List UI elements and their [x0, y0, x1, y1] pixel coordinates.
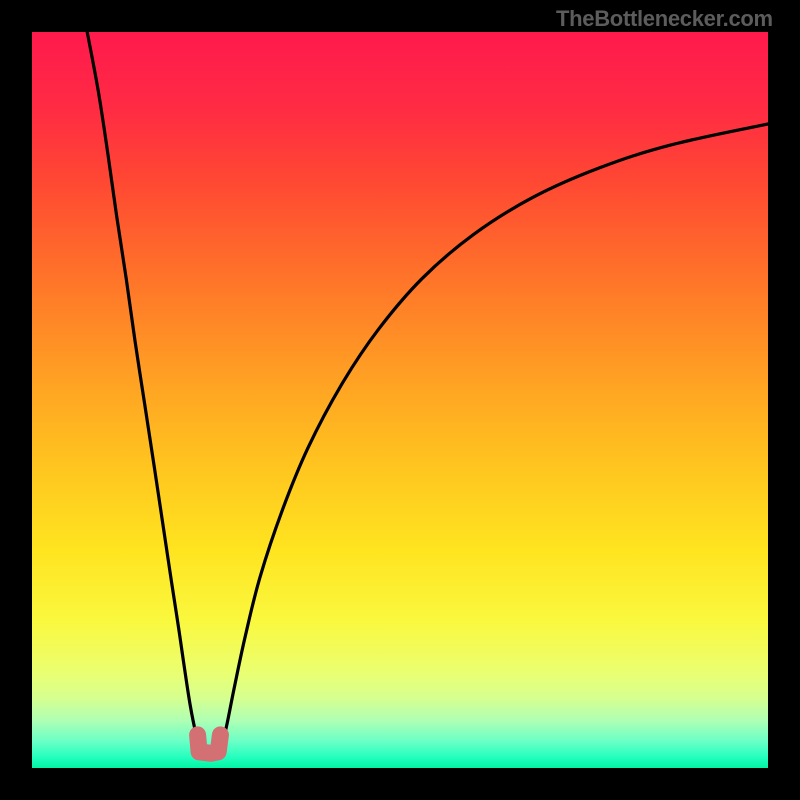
- gradient-background: [32, 32, 768, 768]
- watermark-label: TheBottlenecker.com: [556, 6, 773, 32]
- chart-svg-layer: [32, 32, 768, 768]
- chart-plot-area: [32, 32, 768, 768]
